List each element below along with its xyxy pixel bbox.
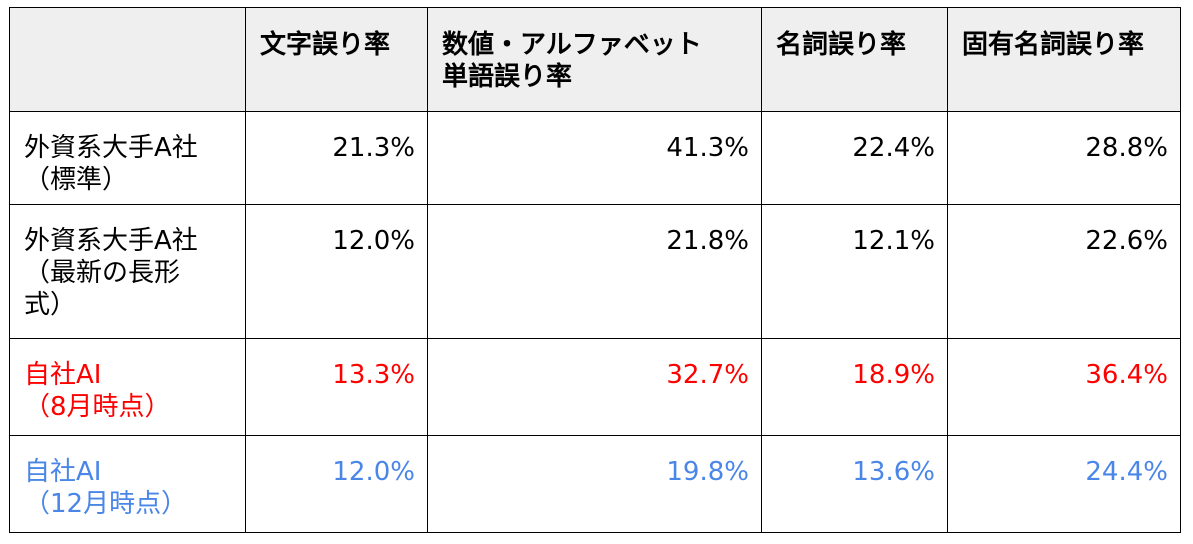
row-label: 外資系大手A社 （最新の長形 式）: [9, 204, 246, 339]
row-label: 自社AI （8月時点）: [9, 338, 246, 436]
header-empty-cell: [9, 7, 246, 112]
table-row: 外資系大手A社 （最新の長形 式） 12.0% 21.8% 12.1% 22.6…: [9, 204, 1181, 339]
table-row: 自社AI （8月時点） 13.3% 32.7% 18.9% 36.4%: [9, 338, 1181, 436]
row-label-line: 式）: [24, 290, 77, 320]
table-row: 自社AI （12月時点） 12.0% 19.8% 13.6% 24.4%: [9, 435, 1181, 533]
number-alpha-error-cell: 32.7%: [427, 338, 762, 436]
row-label-line: 外資系大手A社: [24, 133, 198, 163]
number-alpha-error-cell: 19.8%: [427, 435, 762, 533]
row-label-line: （12月時点）: [24, 489, 188, 519]
char-error-cell: 12.0%: [245, 204, 428, 339]
proper-noun-error-cell: 28.8%: [947, 111, 1181, 205]
row-label-line: （最新の長形: [24, 258, 181, 288]
char-error-cell: 13.3%: [245, 338, 428, 436]
number-alpha-error-cell: 41.3%: [427, 111, 762, 205]
char-error-cell: 21.3%: [245, 111, 428, 205]
header-char-error-rate: 文字誤り率: [245, 7, 428, 112]
row-label-line: 外資系大手A社: [24, 226, 198, 256]
header-proper-noun-error-rate: 固有名詞誤り率: [947, 7, 1181, 112]
header-col2-line1: 数値・アルファベット: [442, 30, 702, 60]
header-number-alpha-error-rate: 数値・アルファベット 単語誤り率: [427, 7, 762, 112]
proper-noun-error-cell: 36.4%: [947, 338, 1181, 436]
row-label-line: （8月時点）: [24, 392, 171, 422]
noun-error-cell: 12.1%: [761, 204, 948, 339]
noun-error-cell: 22.4%: [761, 111, 948, 205]
row-label: 自社AI （12月時点）: [9, 435, 246, 533]
header-row: 文字誤り率 数値・アルファベット 単語誤り率 名詞誤り率 固有名詞誤り率: [9, 7, 1181, 112]
row-label-line: 自社AI: [24, 457, 102, 487]
header-noun-error-rate: 名詞誤り率: [761, 7, 948, 112]
proper-noun-error-cell: 24.4%: [947, 435, 1181, 533]
table-row: 外資系大手A社 （標準） 21.3% 41.3% 22.4% 28.8%: [9, 111, 1181, 205]
proper-noun-error-cell: 22.6%: [947, 204, 1181, 339]
noun-error-cell: 18.9%: [761, 338, 948, 436]
header-col2-line2: 単語誤り率: [442, 62, 573, 92]
row-label-line: （標準）: [24, 165, 129, 195]
error-rate-table: 文字誤り率 数値・アルファベット 単語誤り率 名詞誤り率 固有名詞誤り率 外資系…: [9, 7, 1181, 533]
row-label-line: 自社AI: [24, 360, 102, 390]
noun-error-cell: 13.6%: [761, 435, 948, 533]
row-label: 外資系大手A社 （標準）: [9, 111, 246, 205]
number-alpha-error-cell: 21.8%: [427, 204, 762, 339]
char-error-cell: 12.0%: [245, 435, 428, 533]
